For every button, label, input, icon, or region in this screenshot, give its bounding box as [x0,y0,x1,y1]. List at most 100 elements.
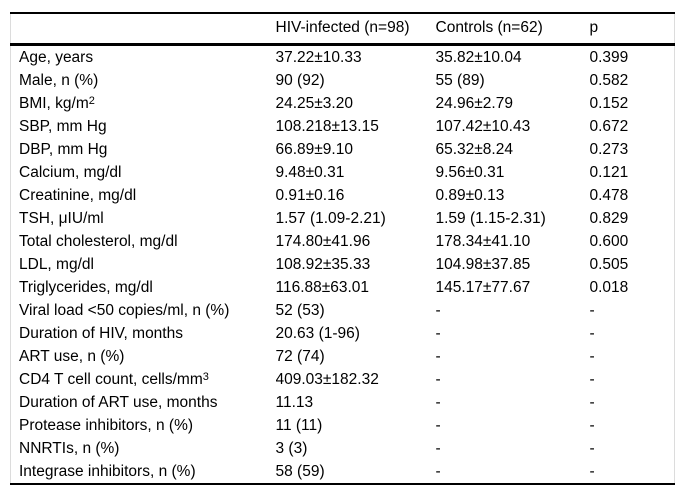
p-value: - [589,324,595,342]
hiv-value: 11.13 [275,393,314,411]
p-value: 0.399 [589,48,629,66]
hiv-value: 108.92±35.33 [275,255,371,273]
row-label: Protease inhibitors, n (%) [19,416,194,434]
controls-value: 107.42±10.43 [435,117,531,135]
table-row: Protease inhibitors, n (%) 11 (11) - - [11,414,675,437]
row-label: DBP, mm Hg [19,140,108,158]
hiv-value: 90 (92) [275,71,325,89]
table-row: DBP, mm Hg 66.89±9.10 65.32±8.24 0.273 [11,138,675,161]
p-value: - [589,462,595,480]
clinical-characteristics-table-wrap: HIV-infected (n=98) Controls (n=62) p Ag… [10,12,675,485]
row-label: Viral load <50 copies/ml, n (%) [19,301,230,319]
row-label-text: CD4 T cell count, cells/mm [19,370,203,388]
table-row: Creatinine, mg/dl 0.91±0.16 0.89±0.13 0.… [11,184,675,207]
p-value: 0.121 [589,163,629,181]
controls-value: 55 (89) [435,71,485,89]
row-label: Duration of HIV, months [19,324,183,342]
table-row: Triglycerides, mg/dl 116.88±63.01 145.17… [11,276,675,299]
hiv-value: 108.218±13.15 [275,117,379,135]
table-row: Integrase inhibitors, n (%) 58 (59) - - [11,460,675,484]
controls-value: 145.17±77.67 [435,278,531,296]
row-label: Age, years [19,48,94,66]
table-row: LDL, mg/dl 108.92±35.33 104.98±37.85 0.5… [11,253,675,276]
row-label: NNRTIs, n (%) [19,439,120,457]
controls-value: 104.98±37.85 [435,255,531,273]
hiv-value: 24.25±3.20 [275,94,353,112]
controls-value: - [435,439,441,457]
controls-value: - [435,301,441,319]
hiv-value: 66.89±9.10 [275,140,353,158]
table-row: BMI, kg/m2 24.25±3.20 24.96±2.79 0.152 [11,92,675,115]
p-value: 0.505 [589,255,629,273]
p-value: 0.152 [589,94,629,112]
hiv-value: 72 (74) [275,347,325,365]
row-label: Integrase inhibitors, n (%) [19,462,196,480]
hiv-value: 52 (53) [275,301,325,319]
row-label: BMI, kg/m2 [11,92,276,115]
p-value: 0.672 [589,117,629,135]
row-label: Duration of ART use, months [19,393,218,411]
controls-value: - [435,370,441,388]
table-row: NNRTIs, n (%) 3 (3) - - [11,437,675,460]
table-row: CD4 T cell count, cells/mm3 409.03±182.3… [11,368,675,391]
p-value: 0.829 [589,209,629,227]
hiv-value: 20.63 (1-96) [275,324,360,342]
unit-superscript: 2 [88,94,95,107]
p-value: 0.273 [589,140,629,158]
controls-value: - [435,324,441,342]
row-label: TSH, μIU/ml [19,209,104,227]
p-value: 0.600 [589,232,629,250]
controls-value: - [435,347,441,365]
p-value: - [589,416,595,434]
controls-value: 1.59 (1.15-2.31) [435,209,546,227]
hiv-value: 1.57 (1.09-2.21) [275,209,386,227]
p-value: 0.018 [589,278,629,296]
table-row: Viral load <50 copies/ml, n (%) 52 (53) … [11,299,675,322]
clinical-characteristics-table: HIV-infected (n=98) Controls (n=62) p Ag… [10,12,675,485]
row-label: SBP, mm Hg [19,117,107,135]
table-row: Total cholesterol, mg/dl 174.80±41.96 17… [11,230,675,253]
p-value: 0.478 [589,186,629,204]
header-p: p [589,19,599,37]
row-label: ART use, n (%) [19,347,125,365]
hiv-value: 11 (11) [275,416,323,434]
row-label: Total cholesterol, mg/dl [19,232,178,250]
hiv-value: 174.80±41.96 [275,232,371,250]
controls-value: - [435,462,441,480]
table-row: Male, n (%) 90 (92) 55 (89) 0.582 [11,69,675,92]
row-label: LDL, mg/dl [19,255,94,273]
row-label-text: BMI, kg/m [19,94,89,112]
p-value: - [589,439,595,457]
unit-superscript: 3 [202,370,209,383]
controls-value: 178.34±41.10 [435,232,531,250]
hiv-value: 3 (3) [275,439,308,457]
p-value: - [589,370,595,388]
p-value: - [589,347,595,365]
table-row: ART use, n (%) 72 (74) - - [11,345,675,368]
controls-value: - [435,393,441,411]
table-row: TSH, μIU/ml 1.57 (1.09-2.21) 1.59 (1.15-… [11,207,675,230]
controls-value: - [435,416,441,434]
p-value: 0.582 [589,71,629,89]
table-row: SBP, mm Hg 108.218±13.15 107.42±10.43 0.… [11,115,675,138]
hiv-value: 37.22±10.33 [275,48,362,66]
p-value: - [589,393,595,411]
controls-value: 0.89±0.13 [435,186,505,204]
controls-value: 35.82±10.04 [435,48,522,66]
hiv-value: 409.03±182.32 [275,370,379,388]
controls-value: 24.96±2.79 [435,94,513,112]
hiv-value: 9.48±0.31 [275,163,345,181]
hiv-value: 58 (59) [275,462,325,480]
p-value: - [589,301,595,319]
controls-value: 65.32±8.24 [435,140,513,158]
table-row: Age, years 37.22±10.33 35.82±10.04 0.399 [11,44,675,69]
header-hiv-infected: HIV-infected (n=98) [275,19,410,37]
header-row: HIV-infected (n=98) Controls (n=62) p [10,13,675,44]
table-row: Duration of HIV, months 20.63 (1-96) - - [11,322,675,345]
table-row: Duration of ART use, months 11.13 - - [11,391,675,414]
table-row: Calcium, mg/dl 9.48±0.31 9.56±0.31 0.121 [11,161,675,184]
header-controls: Controls (n=62) [435,19,543,37]
controls-value: 9.56±0.31 [435,163,505,181]
row-label: Calcium, mg/dl [19,163,122,181]
row-label: CD4 T cell count, cells/mm3 [11,368,276,391]
